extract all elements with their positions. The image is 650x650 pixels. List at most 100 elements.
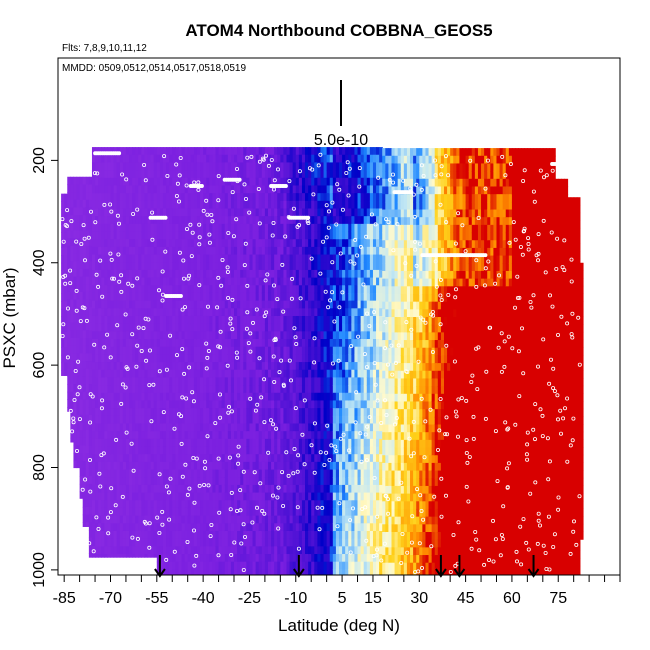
heat-cell (240, 323, 244, 332)
heat-cell (329, 147, 334, 156)
heat-cell (264, 231, 269, 240)
heat-cell (150, 208, 155, 217)
heat-cell (200, 392, 204, 402)
heat-cell (314, 385, 318, 394)
heat-cell (122, 292, 127, 302)
heat-cell (255, 362, 260, 371)
heat-cell (342, 300, 346, 309)
heat-cell (129, 469, 133, 478)
heat-cell (301, 546, 306, 555)
heat-cell (255, 208, 260, 217)
heat-cell (175, 147, 180, 156)
heat-cell (224, 277, 229, 286)
heat-cell (76, 453, 81, 462)
heat-cell (329, 369, 334, 379)
heat-cell (283, 369, 288, 379)
heat-cell (314, 515, 318, 524)
heat-cell (224, 546, 229, 555)
heat-cell (212, 469, 217, 478)
heat-cell (110, 385, 115, 394)
heat-cell (311, 561, 315, 570)
heat-cell (280, 561, 285, 570)
heat-cell (85, 514, 90, 523)
heat-cell (286, 346, 291, 355)
heat-cell (212, 315, 217, 325)
heat-cell (162, 500, 167, 509)
heat-cell (144, 369, 149, 379)
heat-cell (125, 431, 130, 440)
heat-cell (277, 154, 281, 164)
heat-cell (82, 192, 87, 201)
heat-cell (193, 262, 198, 271)
heat-cell (107, 377, 112, 386)
heat-cell (135, 523, 139, 532)
heat-cell (200, 193, 204, 202)
heat-cell (91, 400, 96, 409)
heat-cell (215, 331, 220, 340)
heat-cell (206, 500, 210, 509)
heat-cell (122, 554, 127, 558)
heat-cell (175, 515, 180, 524)
heat-cell (156, 369, 161, 379)
heat-cell (132, 254, 136, 263)
heat-cell (206, 415, 210, 425)
heat-cell (181, 331, 186, 340)
heat-cell (150, 392, 155, 402)
heat-cell (317, 507, 322, 517)
heat-cell (184, 523, 189, 532)
heat-cell (249, 162, 254, 171)
heat-cell (317, 454, 322, 463)
heat-cell (156, 216, 161, 225)
heat-cell (234, 554, 238, 563)
heat-cell (317, 477, 322, 486)
heat-cell (249, 239, 254, 248)
heat-cell (107, 200, 112, 210)
heat-cell (156, 546, 161, 555)
heat-cell (76, 184, 81, 193)
heat-cell (67, 299, 71, 308)
heat-cell (345, 484, 349, 494)
heat-cell (317, 177, 322, 187)
heat-cell (335, 415, 340, 425)
heat-cell (67, 384, 71, 393)
heat-cell (101, 530, 105, 540)
heat-cell (320, 369, 325, 379)
heat-cell (141, 431, 146, 440)
heat-cell (166, 185, 170, 194)
heat-cell (104, 415, 109, 425)
heat-cell (88, 545, 93, 554)
heat-cell (67, 391, 71, 401)
heat-cell (317, 538, 322, 547)
heat-cell (156, 454, 161, 463)
heat-cell (326, 239, 331, 248)
heat-cell (73, 215, 78, 224)
heat-cell (280, 170, 285, 179)
heat-cell (196, 469, 201, 478)
heat-cell (308, 292, 312, 302)
heat-cell (240, 484, 244, 494)
heat-cell (150, 484, 155, 494)
heat-cell (147, 223, 152, 233)
heat-cell (314, 500, 318, 509)
heat-cell (332, 223, 337, 233)
heat-cell (209, 200, 213, 210)
heat-cell (274, 147, 278, 156)
heat-cell (329, 354, 334, 363)
heat-cell (298, 492, 303, 501)
heat-cell (181, 216, 186, 225)
heat-cell (169, 484, 173, 494)
heat-cell (345, 285, 349, 294)
heat-cell (329, 515, 334, 524)
heat-cell (323, 446, 328, 455)
heat-cell (243, 385, 247, 394)
heat-cell (311, 400, 315, 409)
heat-cell (264, 262, 269, 271)
heat-cell (252, 507, 257, 517)
heat-cell (339, 477, 343, 486)
heat-cell (162, 269, 167, 279)
heat-cell (345, 216, 349, 225)
heat-cell (206, 216, 210, 225)
heat-cell (249, 484, 254, 494)
heat-cell (162, 400, 167, 409)
heat-cell (166, 454, 170, 463)
